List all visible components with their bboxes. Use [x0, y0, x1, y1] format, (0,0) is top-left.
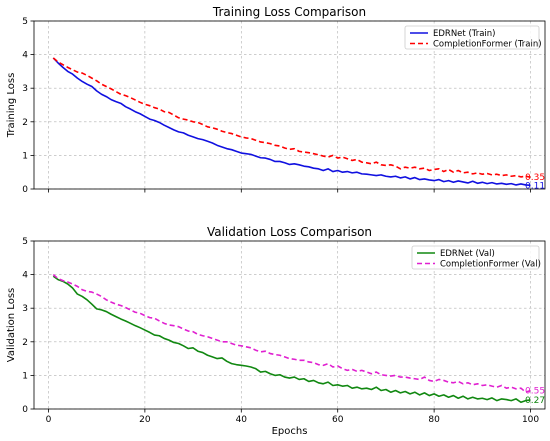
y-axis-label: Training Loss [6, 73, 17, 139]
y-tick-label: 5 [22, 17, 28, 27]
y-tick-label: 4 [22, 271, 28, 281]
y-tick-label: 3 [22, 304, 28, 314]
y-tick-label: 4 [22, 51, 28, 61]
legend-box [411, 245, 540, 270]
x-tick-label: 80 [428, 415, 440, 425]
x-tick-label: 0 [46, 415, 52, 425]
legend-label-2: CompletionFormer (Val) [440, 260, 541, 270]
y-tick-label: 0 [22, 185, 28, 195]
y-tick-label: 2 [22, 118, 28, 128]
legend: EDRNet (Val)CompletionFormer (Val) [411, 245, 541, 270]
series-line-1 [52, 275, 531, 404]
legend: EDRNet (Train)CompletionFormer (Train) [404, 25, 542, 50]
series-end-label: 0.27 [525, 396, 545, 406]
y-tick-label: 1 [22, 151, 28, 161]
x-tick-label: 40 [236, 415, 248, 425]
legend-label-2: CompletionFormer (Train) [433, 40, 542, 50]
legend-label-1: EDRNet (Val) [440, 249, 495, 259]
y-tick-label: 1 [22, 371, 28, 381]
chart-panel-1: Training Loss Comparison 0.110.35 0 1 2 3 4 5 Tr… [6, 5, 546, 195]
series-end-label: 0.55 [525, 387, 545, 397]
y-axis-label: Validation Loss [6, 288, 17, 363]
y-tick-label: 2 [22, 338, 28, 348]
legend-label-1: EDRNet (Train) [433, 29, 495, 39]
x-tick-label: 20 [139, 415, 151, 425]
y-tick-label: 5 [22, 237, 28, 247]
y-tick-label: 3 [22, 84, 28, 94]
chart-title: Validation Loss Comparison [207, 225, 372, 239]
y-tick-label: 0 [22, 405, 28, 415]
series-end-label: 0.11 [525, 181, 545, 191]
series-end-label: 0.35 [525, 173, 545, 183]
plot-frame [33, 240, 546, 410]
plot-frame [33, 20, 546, 190]
x-axis-label: Epochs [272, 426, 308, 437]
x-tick-label: 60 [332, 415, 344, 425]
series-line-1 [52, 57, 531, 187]
series-line-2 [52, 57, 531, 179]
x-tick-label: 100 [522, 415, 539, 425]
series-line-2 [52, 273, 531, 394]
legend-box [404, 25, 540, 50]
chart-title: Training Loss Comparison [212, 5, 366, 19]
